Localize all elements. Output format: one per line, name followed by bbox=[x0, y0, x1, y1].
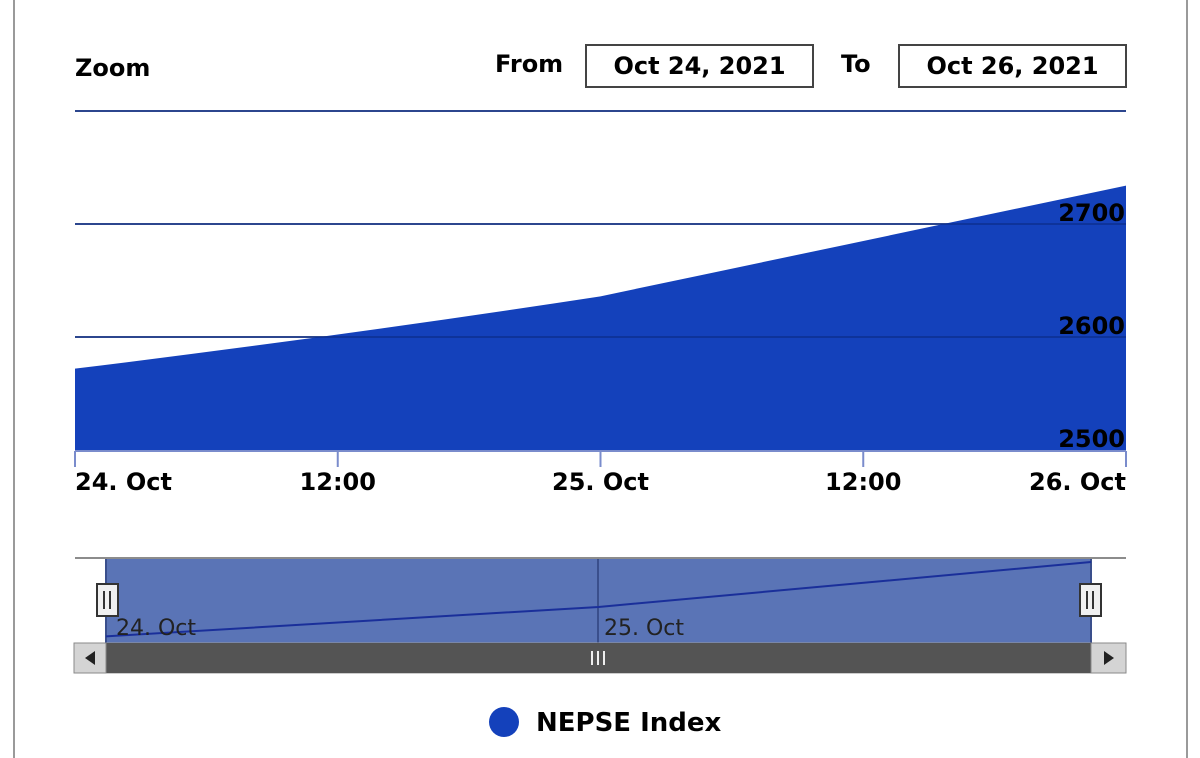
y-tick-label: 2700 bbox=[1058, 199, 1125, 227]
x-tick-label: 12:00 bbox=[300, 468, 376, 496]
y-tick-label: 2600 bbox=[1058, 312, 1125, 340]
scrollbar[interactable] bbox=[73, 642, 1127, 674]
arrow-right-icon bbox=[1104, 651, 1114, 665]
to-label: To bbox=[841, 50, 871, 78]
chart-frame-left-border bbox=[13, 0, 15, 758]
to-date-input[interactable] bbox=[898, 44, 1127, 88]
legend-item-nepse[interactable]: NEPSE Index bbox=[489, 707, 722, 738]
navigator[interactable]: 24. Oct 25. Oct bbox=[75, 557, 1126, 643]
legend-label: NEPSE Index bbox=[536, 708, 722, 738]
zoom-label: Zoom bbox=[75, 54, 151, 82]
scrollbar-left-button[interactable] bbox=[73, 642, 107, 674]
from-label: From bbox=[495, 50, 564, 78]
scrollbar-right-button[interactable] bbox=[1090, 642, 1127, 674]
y-tick-label: 2500 bbox=[1058, 425, 1125, 453]
x-tick-label: 26. Oct bbox=[1029, 468, 1126, 496]
navigator-handle-left[interactable] bbox=[96, 583, 119, 617]
x-tick-label: 12:00 bbox=[825, 468, 901, 496]
grip-icon bbox=[591, 651, 605, 665]
from-date-input[interactable] bbox=[585, 44, 814, 88]
drag-handle-icon[interactable] bbox=[96, 583, 119, 617]
x-axis-ticks: 24. Oct 12:00 25. Oct 12:00 26. Oct bbox=[74, 451, 1127, 496]
navigator-series-line bbox=[105, 561, 1092, 638]
drag-handle-icon[interactable] bbox=[1079, 583, 1102, 617]
circle-marker-icon bbox=[489, 707, 519, 737]
gridline-overlay bbox=[75, 110, 1126, 338]
series-area-nepse bbox=[75, 185, 1126, 450]
navigator-handle-right[interactable] bbox=[1079, 583, 1102, 617]
x-tick-label: 24. Oct bbox=[75, 468, 172, 496]
arrow-left-icon bbox=[85, 651, 95, 665]
navigator-label-25-oct: 25. Oct bbox=[604, 616, 684, 641]
y-axis-labels: 2500 2600 2700 bbox=[1058, 199, 1125, 453]
chart-frame-right-border bbox=[1186, 0, 1188, 758]
x-tick-label: 25. Oct bbox=[552, 468, 649, 496]
navigator-label-24-oct: 24. Oct bbox=[116, 616, 196, 641]
